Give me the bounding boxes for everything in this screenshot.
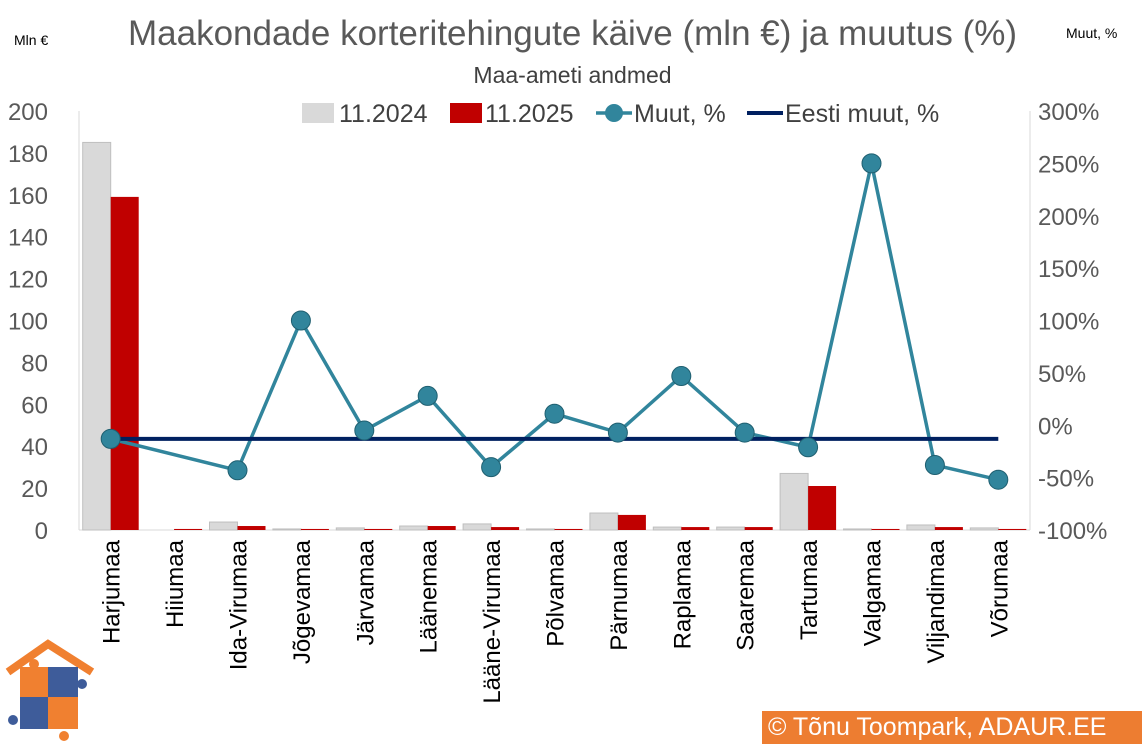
muut-point [798,437,819,458]
right-tick-label: 50% [1038,361,1086,388]
bar-11.2024 [82,141,112,531]
bar-11.2024 [843,528,872,531]
left-tick-label: 20 [21,476,48,503]
category-label: Võrumaa [986,539,1013,637]
category-label: Raplamaa [669,539,696,649]
muut-point [354,420,375,441]
right-tick-label: 250% [1038,151,1099,178]
right-tick-label: 200% [1038,204,1099,231]
bar-11.2025 [364,528,393,530]
right-tick-label: -50% [1038,466,1094,493]
category-label: Saaremaa [733,539,760,650]
muut-point [924,455,945,476]
legend-label: Muut, % [634,100,726,128]
category-label: Jõgevamaa [289,539,316,664]
category-label: Hiiumaa [162,539,189,628]
muut-point [227,460,248,481]
left-tick-label: 60 [21,392,48,419]
bar-11.2024 [652,526,682,531]
legend-marker-muut [605,104,623,122]
bar-11.2025 [998,528,1027,530]
bar-11.2024 [589,512,619,531]
bar-11.2024 [526,528,555,531]
bar-11.2024 [779,472,809,531]
bar-11.2024 [462,523,492,531]
left-tick-label: 160 [8,183,48,210]
legend-swatch-2024 [302,103,334,123]
muut-point [417,385,438,406]
category-label: Lääne-Virumaa [479,539,506,703]
left-axis-label: Mln € [14,32,49,48]
bar-11.2025 [808,486,837,530]
muut-point [607,422,628,443]
muut-point [290,310,311,331]
right-axis-label: Muut, % [1066,25,1118,41]
muut-point [481,457,502,478]
muut-point [544,403,565,424]
right-tick-label: 100% [1038,309,1099,336]
category-label: Järvamaa [352,539,379,645]
right-tick-label: 300% [1038,99,1099,126]
left-tick-label: 80 [21,350,48,377]
muut-point [100,428,121,449]
chart-subtitle: Maa-ameti andmed [473,62,672,88]
bar-11.2025 [491,527,520,530]
logo [5,639,95,741]
bar-11.2025 [617,514,646,530]
chart-title: Maakondade korteritehingute käive (mln €… [127,14,1018,53]
bar-11.2024 [969,527,999,531]
muut-point [671,366,692,387]
bar-11.2025 [934,527,963,530]
bar-11.2025 [174,528,203,530]
bar-11.2024 [716,526,746,531]
left-tick-label: 0 [35,518,48,545]
muut-point [988,469,1009,490]
category-label: Pärnumaa [606,539,633,650]
bar-11.2025 [744,527,773,530]
muut-line [110,162,999,482]
category-label: Viljandimaa [923,539,950,663]
right-tick-label: 0% [1038,413,1073,440]
bar-11.2024 [906,524,936,531]
bar-11.2025 [237,526,266,530]
left-tick-label: 40 [21,434,48,461]
category-label: Ida-Virumaa [226,539,253,670]
left-tick-label: 200 [8,99,48,126]
legend-swatch-2025 [450,103,482,123]
muut-point [861,153,882,174]
bar-11.2025 [427,526,456,530]
bar-11.2024 [399,525,429,531]
left-tick-label: 120 [8,267,48,294]
bar-11.2025 [554,528,583,530]
category-label: Tartumaa [796,539,823,640]
category-label: Põlvamaa [543,539,570,646]
right-tick-label: 150% [1038,256,1099,283]
left-tick-label: 140 [8,225,48,252]
legend-label: 11.2024 [339,100,428,128]
category-label: Harjumaa [99,539,126,644]
bar-11.2025 [110,196,139,530]
bar-11.2025 [871,528,900,530]
category-label: Valgamaa [860,539,887,646]
bar-11.2025 [300,528,329,530]
bar-11.2024 [272,528,302,531]
bar-11.2024 [209,521,238,531]
legend-label: Eesti muut, % [785,100,939,128]
left-tick-label: 180 [8,141,48,168]
left-tick-label: 100 [8,309,48,336]
bar-11.2025 [681,527,710,530]
muut-point [734,422,755,443]
right-tick-label: -100% [1038,518,1107,545]
copyright-badge: © Tõnu Toompark, ADAUR.EE [762,711,1142,744]
category-label: Läänemaa [416,539,443,653]
legend-label: 11.2025 [485,100,574,128]
bar-11.2024 [335,527,365,531]
